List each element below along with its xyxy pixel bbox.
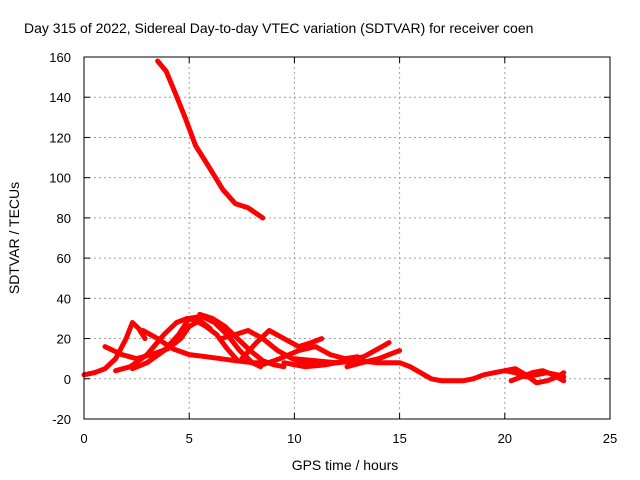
y-tick-label: 0 — [64, 372, 71, 387]
x-tick-label: 25 — [603, 431, 617, 446]
y-axis-tick-labels: -20 0 20 40 60 80 100 120 140 160 — [49, 50, 71, 427]
y-tick-label: 120 — [49, 130, 71, 145]
x-axis-title: GPS time / hours — [292, 457, 399, 473]
x-tick-label: 20 — [498, 431, 512, 446]
y-tick-label: 20 — [57, 332, 71, 347]
series-line-arc-low-5 — [140, 328, 272, 366]
data-series-group — [81, 58, 567, 386]
series-line-arc-low-12 — [344, 348, 403, 370]
x-tick-label: 15 — [392, 431, 406, 446]
y-tick-label: 100 — [49, 171, 71, 186]
x-axis-tick-labels: 0 5 10 15 20 25 — [80, 431, 617, 446]
series-line-arc-low-8 — [239, 328, 325, 362]
y-tick-label: 160 — [49, 50, 71, 65]
x-tick-label: 5 — [186, 431, 193, 446]
y-tick-label: 80 — [57, 211, 71, 226]
y-tick-label: 40 — [57, 291, 71, 306]
y-axis-title: SDTVAR / TECUs — [6, 182, 22, 294]
x-tick-label: 0 — [80, 431, 87, 446]
axis-ticks — [83, 56, 611, 420]
series-line-arc-high — [155, 58, 266, 221]
y-tick-label: 60 — [57, 251, 71, 266]
plot-frame — [83, 56, 611, 420]
series-line-arc-low-1 — [81, 320, 148, 378]
y-tick-label: -20 — [52, 412, 71, 427]
series-line-arc-low-7 — [218, 328, 318, 366]
chart-title: Day 315 of 2022, Sidereal Day-to-day VTE… — [24, 20, 533, 36]
series-line-arc-low-11 — [291, 356, 476, 384]
y-tick-label: 140 — [49, 90, 71, 105]
x-tick-label: 10 — [287, 431, 301, 446]
series-line-arc-low-15 — [508, 368, 567, 384]
